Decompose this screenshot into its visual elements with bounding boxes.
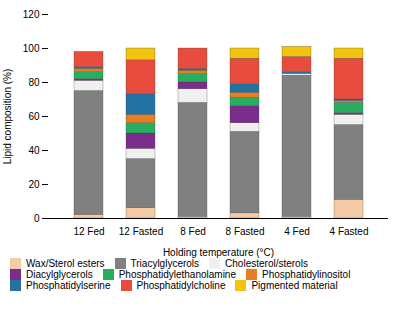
svg-text:100: 100 [23,43,40,54]
html-text:Diacylglycerols: Diacylglycerols [26,269,93,280]
html-text:Phosphatidylcholine: Phosphatidylcholine [136,280,226,291]
html-text:Triacylglycerols: Triacylglycerols [130,258,200,269]
html-text:Cholesterol/sterols: Cholesterol/sterols [225,258,308,269]
svg-text:12 Fasted: 12 Fasted [119,226,163,237]
html-text:Wax/Sterol esters: Wax/Sterol esters [26,258,105,269]
svg-text:20: 20 [28,179,40,190]
html-text:Phosphatidylethanolamine: Phosphatidylethanolamine [118,269,236,280]
svg-text:8 Fed: 8 Fed [180,226,206,237]
svg-text:120: 120 [23,9,40,20]
svg-text:40: 40 [28,145,40,156]
svg-text:Lipid composition (%): Lipid composition (%) [2,69,13,165]
svg-text:8 Fasted: 8 Fasted [226,226,265,237]
svg-text:0: 0 [34,213,40,224]
html-text:Phosphatidylserine: Phosphatidylserine [26,280,111,291]
svg-text:12 Fed: 12 Fed [73,226,104,237]
svg-text:80: 80 [28,77,40,88]
svg-text:4 Fasted: 4 Fasted [330,226,369,237]
html-text:Phosphatidylinositol: Phosphatidylinositol [262,269,351,280]
svg-text:4 Fed: 4 Fed [284,226,310,237]
html-text:Pigmented material: Pigmented material [251,280,338,291]
svg-text:60: 60 [28,111,40,122]
svg-text:Holding temperature (°C): Holding temperature (°C) [163,247,274,258]
